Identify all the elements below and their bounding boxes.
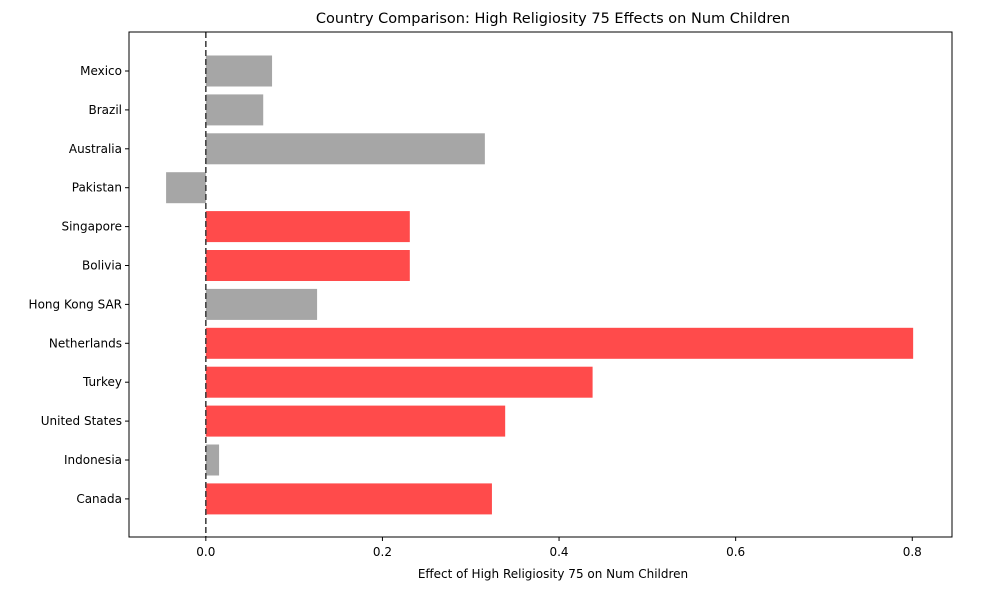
bar-turkey (205, 366, 593, 398)
y-tick-label-pakistan: Pakistan (72, 181, 122, 195)
bar-bolivia (205, 250, 410, 281)
y-axis: Mexico Brazil Australia Pakistan Singapore Bo… (29, 64, 129, 506)
y-tick-label-canada: Canada (76, 492, 122, 506)
bar-united-states (205, 405, 506, 437)
bar-australia (205, 133, 485, 165)
bar-hong-kong-sar (205, 288, 318, 320)
bar-netherlands (205, 327, 914, 359)
x-tick-label: 0.8 (903, 545, 922, 559)
bar-mexico (205, 55, 273, 87)
x-tick-label: 0.4 (549, 545, 568, 559)
y-tick-label-turkey: Turkey (82, 375, 122, 389)
y-tick-label-australia: Australia (69, 142, 122, 156)
bar-canada (205, 483, 492, 515)
bar-indonesia (205, 444, 220, 476)
y-tick-label-bolivia: Bolivia (82, 259, 122, 273)
y-tick-label-brazil: Brazil (89, 103, 123, 117)
x-tick-label: 0.6 (726, 545, 745, 559)
y-tick-label-united-states: United States (41, 414, 122, 428)
y-tick-label-hong-kong-sar: Hong Kong SAR (29, 297, 122, 311)
y-tick-label-indonesia: Indonesia (64, 453, 122, 467)
y-tick-label-mexico: Mexico (80, 64, 122, 78)
bar-brazil (205, 94, 264, 126)
x-tick-label: 0.0 (196, 545, 215, 559)
chart-title: Country Comparison: High Religiosity 75 … (316, 11, 790, 27)
x-tick-label: 0.2 (373, 545, 392, 559)
y-tick-label-singapore: Singapore (61, 220, 122, 234)
y-tick-label-netherlands: Netherlands (49, 336, 122, 350)
bar-singapore (205, 211, 410, 243)
x-axis-label: Effect of High Religiosity 75 on Num Chi… (418, 567, 688, 581)
bars-group (166, 55, 914, 515)
plot-frame (128, 31, 953, 538)
bar-pakistan (166, 172, 206, 204)
x-axis: 0.0 0.2 0.4 0.6 0.8 (196, 537, 922, 559)
